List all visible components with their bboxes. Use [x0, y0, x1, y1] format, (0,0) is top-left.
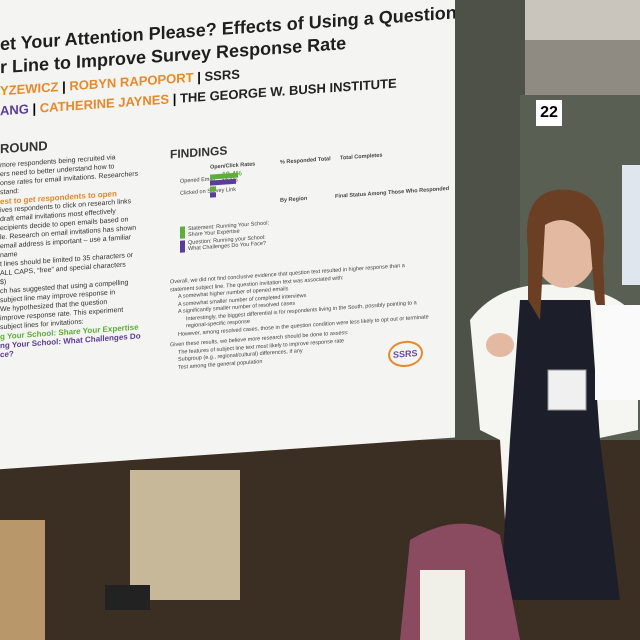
next-poster [622, 165, 640, 285]
shoe [105, 585, 150, 610]
visitor-leg [0, 520, 45, 640]
dress [500, 300, 620, 600]
bag [420, 570, 465, 640]
badge [547, 369, 587, 411]
booth-number: 22 [536, 100, 562, 126]
hair [526, 189, 606, 330]
visitor-legs [130, 470, 240, 600]
hand [486, 333, 514, 357]
paper [595, 305, 640, 400]
